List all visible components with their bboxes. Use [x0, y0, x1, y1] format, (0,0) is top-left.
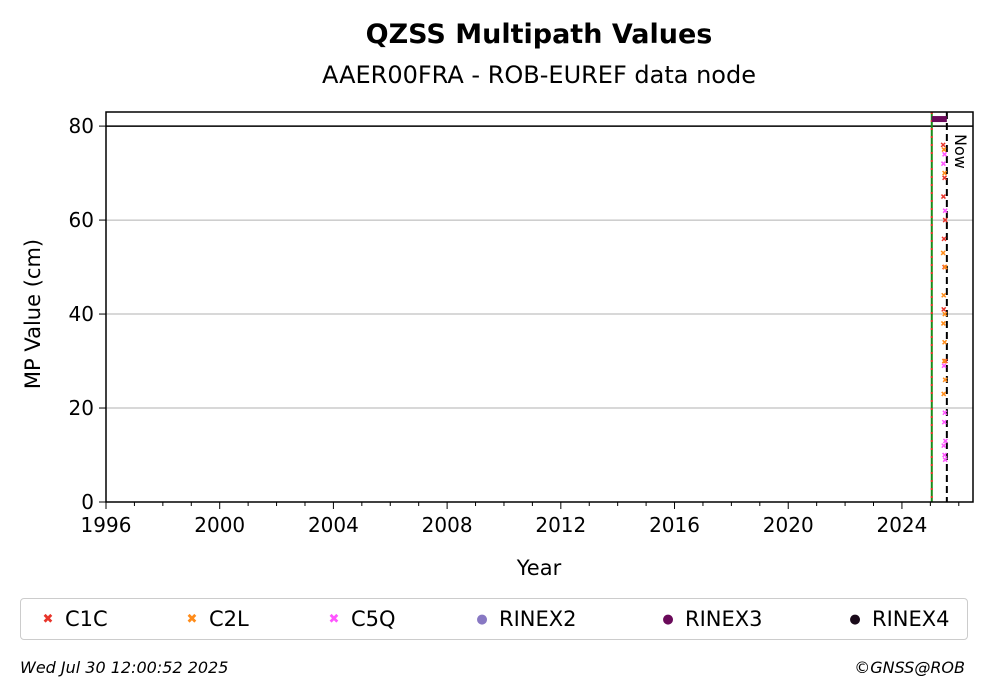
data-point-c5q — [942, 457, 948, 463]
data-point-c2l — [941, 358, 947, 364]
plot-frame — [105, 111, 974, 503]
data-point-c5q — [941, 363, 947, 369]
data-point-c2l — [942, 377, 948, 383]
data-point-c2l — [941, 147, 947, 153]
legend-item-c5q: ✖ C5Q — [323, 607, 396, 631]
legend-marker-c2l: ✖ — [186, 611, 198, 627]
legend-label-rinex3: RINEX3 — [685, 607, 763, 631]
legend-item-c1c: ✖ C1C — [37, 607, 108, 631]
x-tick-label: 2012 — [535, 513, 586, 537]
y-tick-label: 60 — [69, 208, 94, 232]
legend-label-rinex4: RINEX4 — [872, 607, 950, 631]
data-point-c1c — [942, 175, 948, 181]
data-point-c2l — [942, 339, 948, 345]
data-point-c2l — [942, 311, 948, 317]
data-point-c1c — [940, 194, 946, 200]
chart-subtitle: AAER00FRA - ROB-EUREF data node — [322, 61, 756, 89]
data-point-c1c — [941, 236, 947, 242]
footer-credit: ©GNSS@ROB — [854, 658, 965, 677]
data-point-c5q — [942, 410, 948, 416]
legend-label-c1c: C1C — [65, 607, 108, 631]
legend-label-c2l: C2L — [209, 607, 249, 631]
x-tick-label: 2004 — [308, 513, 359, 537]
data-point-c2l — [941, 391, 947, 397]
legend-item-c2l: ✖ C2L — [181, 607, 249, 631]
x-axis-label: Year — [516, 556, 562, 580]
data-point-c1c — [941, 306, 947, 312]
data-point-c5q — [941, 443, 947, 449]
data-point-c1c — [942, 217, 948, 223]
legend-marker-c5q: ✖ — [328, 611, 340, 627]
y-tick-label: 20 — [69, 396, 94, 420]
legend-label-rinex2: RINEX2 — [499, 607, 577, 631]
x-tick-label: 2020 — [763, 513, 814, 537]
data-point-c5q — [941, 419, 947, 425]
data-point-c5q — [942, 452, 948, 458]
data-point-c2l — [942, 170, 948, 176]
legend-marker-rinex2: ● — [476, 611, 488, 627]
legend: ✖ C1C ✖ C2L ✖ C5Q ● RINEX2 ● RINEX3 ● RI… — [20, 598, 968, 640]
y-tick-label: 80 — [69, 114, 94, 138]
data-point-c2l — [941, 292, 947, 298]
data-point-c1c — [942, 358, 948, 364]
data-point-c5q — [942, 151, 948, 157]
footer-timestamp: Wed Jul 30 12:00:52 2025 — [20, 658, 229, 677]
y-axis-label: MP Value (cm) — [21, 239, 45, 389]
x-tick-label: 2008 — [422, 513, 473, 537]
x-tick-label: 2016 — [649, 513, 700, 537]
data-point-c2l — [940, 250, 946, 256]
legend-item-rinex4: ● RINEX4 — [844, 607, 950, 631]
data-point-c5q — [940, 161, 946, 167]
legend-item-rinex2: ● RINEX2 — [471, 607, 577, 631]
legend-item-rinex3: ● RINEX3 — [657, 607, 763, 631]
data-point-c5q — [942, 208, 948, 214]
x-tick-label: 2000 — [194, 513, 245, 537]
chart-title: QZSS Multipath Values — [366, 19, 713, 50]
legend-marker-rinex4: ● — [849, 611, 861, 627]
legend-marker-c1c: ✖ — [42, 611, 54, 627]
x-tick-label: 1996 — [81, 513, 132, 537]
y-tick-label: 0 — [81, 490, 94, 514]
now-label: Now — [951, 134, 970, 169]
data-point-c2l — [942, 264, 948, 270]
x-tick-label: 2024 — [876, 513, 927, 537]
data-point-c5q — [942, 438, 948, 444]
legend-label-c5q: C5Q — [351, 607, 396, 631]
y-tick-label: 40 — [69, 302, 94, 326]
legend-marker-rinex3: ● — [662, 611, 674, 627]
data-point-c1c — [940, 142, 946, 148]
data-point-c2l — [940, 320, 946, 326]
